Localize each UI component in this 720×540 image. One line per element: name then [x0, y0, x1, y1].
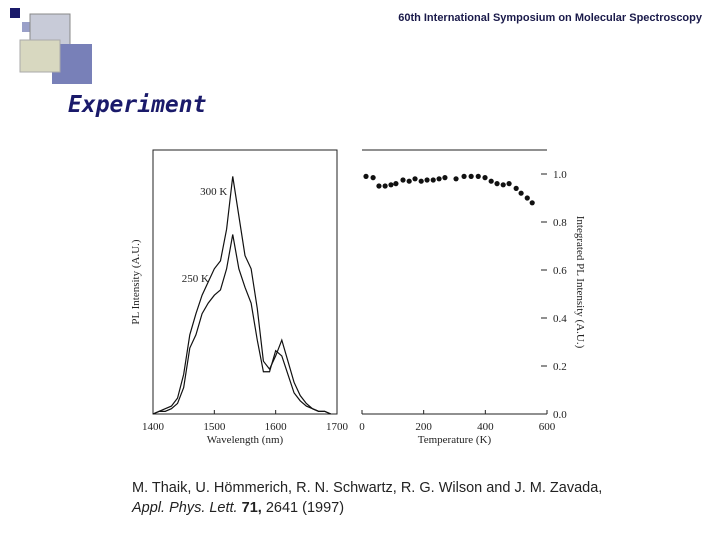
data-point — [370, 175, 376, 181]
y-tick-label: 0.8 — [553, 217, 567, 229]
data-point — [513, 185, 519, 191]
x-tick-label: 400 — [477, 421, 494, 433]
x-tick-label: 600 — [539, 421, 556, 433]
y-tick-label: 0.0 — [553, 409, 567, 421]
data-point — [424, 177, 430, 183]
data-point — [461, 173, 467, 179]
x-tick-label: 1500 — [203, 421, 226, 433]
x-tick-label: 1700 — [326, 421, 349, 433]
y-tick-label: 0.4 — [553, 313, 567, 325]
data-point — [529, 200, 535, 206]
data-point — [442, 175, 448, 181]
x-tick-label: 1600 — [265, 421, 288, 433]
logo — [10, 8, 92, 84]
data-point — [376, 183, 382, 189]
data-point — [488, 178, 494, 184]
pages: 2641 (1997) — [265, 500, 345, 516]
x-axis-label: Wavelength (nm) — [207, 434, 284, 446]
header: 60th International Symposium on Molecula… — [398, 12, 702, 24]
volume: 71, — [241, 500, 262, 516]
data-point — [412, 176, 418, 182]
y-axis-label: Integrated PL Intensity (A.U.) — [574, 216, 586, 349]
data-point — [363, 173, 369, 179]
data-point — [500, 182, 506, 188]
x-tick-label: 1400 — [142, 421, 165, 433]
slide-title: Experiment — [68, 92, 207, 118]
plot-frame — [152, 149, 338, 415]
spectrum-line — [152, 176, 332, 415]
data-point — [406, 178, 412, 184]
y-tick-label: 1.0 — [553, 169, 567, 181]
journal: Appl. Phys. Lett. — [132, 500, 238, 516]
data-point — [494, 181, 500, 187]
x-tick-label: 0 — [359, 421, 365, 433]
data-point — [475, 173, 481, 179]
y-axis-label: PL Intensity (A.U.) — [130, 239, 142, 324]
data-point — [453, 176, 459, 182]
data-point — [388, 182, 394, 188]
data-point — [518, 190, 524, 196]
data-point — [400, 177, 406, 183]
x-axis-label: Temperature (K) — [418, 434, 492, 446]
x-tick-label: 200 — [415, 421, 432, 433]
data-point — [418, 178, 424, 184]
data-point — [506, 181, 512, 187]
y-tick-label: 0.2 — [553, 361, 567, 373]
data-point — [468, 173, 474, 179]
series-label: 300 K — [200, 186, 227, 198]
data-point — [382, 183, 388, 189]
data-point — [436, 176, 442, 182]
y-tick-label: 0.6 — [553, 265, 567, 277]
citation: M. Thaik, U. Hömmerich, R. N. Schwartz, … — [132, 478, 612, 518]
data-point — [430, 177, 436, 183]
data-point — [524, 195, 530, 201]
series-label: 250 K — [182, 273, 209, 285]
spectrum-line — [152, 234, 332, 415]
data-point — [393, 181, 399, 187]
authors: M. Thaik, U. Hömmerich, R. N. Schwartz, … — [132, 480, 603, 496]
data-point — [482, 175, 488, 181]
